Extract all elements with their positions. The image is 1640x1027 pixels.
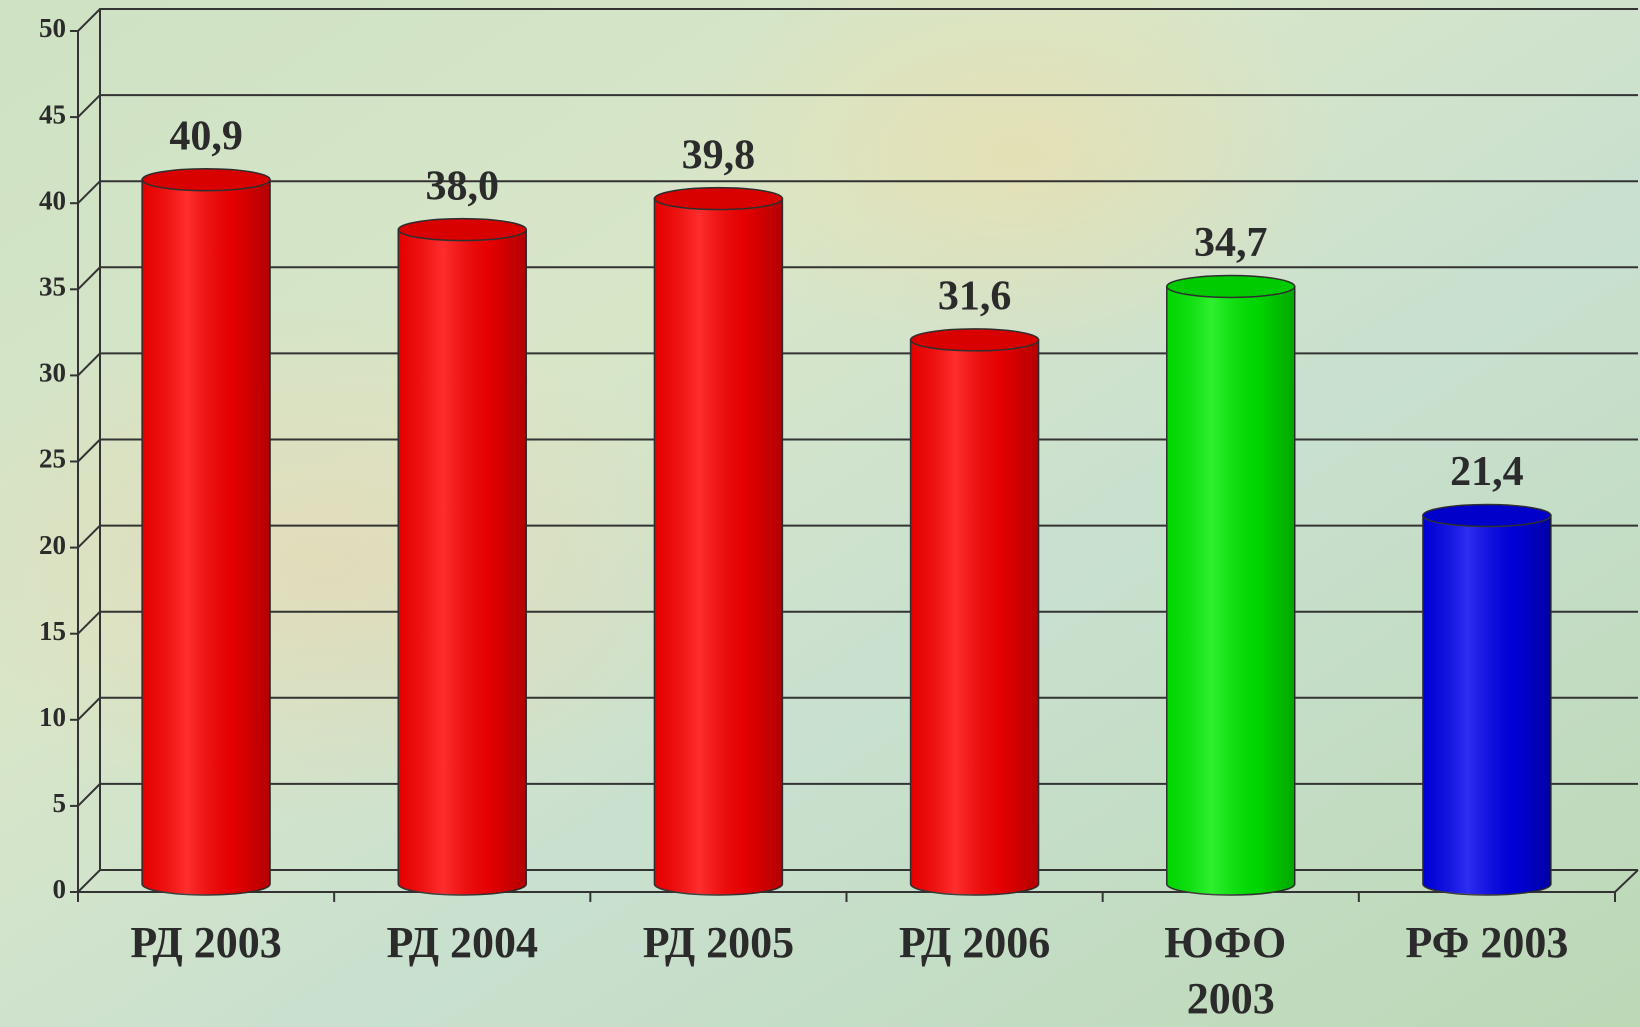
y-tick-label: 5 — [53, 788, 67, 818]
grid-line — [77, 8, 1638, 32]
bar-top — [909, 328, 1040, 352]
y-tick-label: 10 — [39, 702, 66, 732]
y-tick-label: 50 — [39, 13, 66, 43]
bar-top-shade — [142, 168, 271, 191]
grid-line — [77, 869, 1638, 893]
grid-line — [77, 524, 1638, 549]
bar-top-shade — [398, 218, 527, 241]
grid-line — [77, 94, 1638, 118]
floor-right — [1614, 869, 1639, 893]
bar-top — [397, 217, 527, 242]
bar-top — [1422, 503, 1552, 528]
bar-top-shade — [910, 328, 1039, 351]
y-tick-label: 30 — [39, 358, 66, 388]
x-tick-label: РД 2004 — [387, 918, 538, 967]
bar — [653, 186, 784, 896]
x-tick-label: РД 2005 — [643, 918, 794, 967]
grid-line — [77, 266, 1638, 291]
bar — [397, 217, 527, 896]
value-label: 34,7 — [1194, 220, 1268, 266]
value-label: 39,8 — [682, 132, 756, 178]
grid-line — [77, 438, 1638, 463]
bar-top-shade — [1166, 275, 1295, 298]
bar-shade — [1166, 286, 1295, 896]
value-label: 21,4 — [1450, 449, 1524, 495]
y-tick-label: 0 — [53, 874, 67, 904]
grid-line — [77, 180, 1638, 204]
bar — [909, 328, 1040, 896]
x-tick-label: ЮФО 2003 — [1164, 918, 1297, 1023]
x-tick-label: РД 2003 — [130, 918, 281, 967]
bar — [141, 167, 271, 896]
y-tick-label: 20 — [39, 530, 66, 560]
bar-shade — [398, 229, 527, 896]
bar-shade — [654, 198, 783, 896]
bar-top — [141, 167, 271, 192]
bar-top-shade — [1422, 504, 1551, 527]
bar-top — [653, 186, 784, 211]
value-label: 40,9 — [169, 113, 243, 159]
x-tick-label: РД 2006 — [899, 918, 1050, 967]
bar-shade — [142, 179, 271, 896]
grid-line — [77, 696, 1638, 721]
value-label: 31,6 — [938, 273, 1012, 319]
grid-line — [77, 782, 1638, 807]
y-tick-label: 45 — [39, 99, 66, 129]
grid-line — [77, 352, 1638, 377]
bar-shade — [910, 339, 1039, 895]
value-label: 38,0 — [426, 163, 500, 209]
bar-top-shade — [654, 187, 783, 210]
bar — [1166, 274, 1296, 896]
y-tick-label: 35 — [39, 272, 66, 302]
y-tick-label: 25 — [39, 444, 66, 474]
bar-top — [1166, 274, 1296, 299]
grid-line — [77, 610, 1638, 635]
bar-shade — [1422, 515, 1551, 896]
y-tick-label: 40 — [39, 185, 66, 215]
x-tick-label: РФ 2003 — [1405, 918, 1568, 967]
bar — [1422, 503, 1552, 896]
y-tick-label: 15 — [39, 616, 66, 646]
